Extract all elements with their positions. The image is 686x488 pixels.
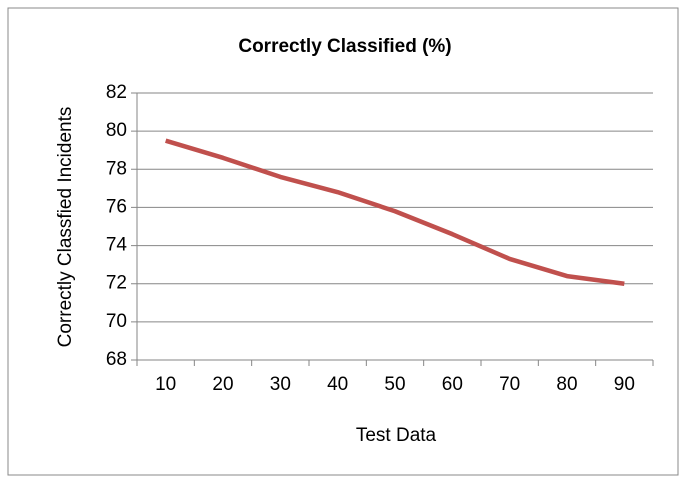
x-tick-label: 40 — [327, 374, 348, 395]
chart-border — [7, 7, 679, 476]
y-tick-label: 82 — [106, 82, 127, 103]
x-tick-label: 80 — [556, 374, 577, 395]
x-tick-label: 10 — [155, 374, 176, 395]
y-axis-title: Correctly Classfied Incidents — [55, 107, 76, 348]
line — [165, 138, 625, 286]
y-tick-label: 80 — [106, 120, 127, 141]
y-tick-label: 68 — [106, 349, 127, 370]
y-tick-label: 74 — [106, 235, 128, 256]
y-tick-label: 76 — [106, 196, 127, 217]
y-tick-label: 72 — [106, 273, 127, 294]
x-tick-label: 30 — [270, 374, 291, 395]
chart-title: Correctly Classified (%) — [238, 36, 451, 57]
x-tick-label: 90 — [614, 374, 635, 395]
x-tick-label: 60 — [442, 374, 463, 395]
y-tick-label: 78 — [106, 158, 127, 179]
x-tick-label: 70 — [499, 374, 520, 395]
x-tick-label: 20 — [212, 374, 233, 395]
x-axis-title: Test Data — [356, 425, 437, 446]
x-tick-label: 50 — [384, 374, 405, 395]
y-tick-label: 70 — [106, 311, 127, 332]
